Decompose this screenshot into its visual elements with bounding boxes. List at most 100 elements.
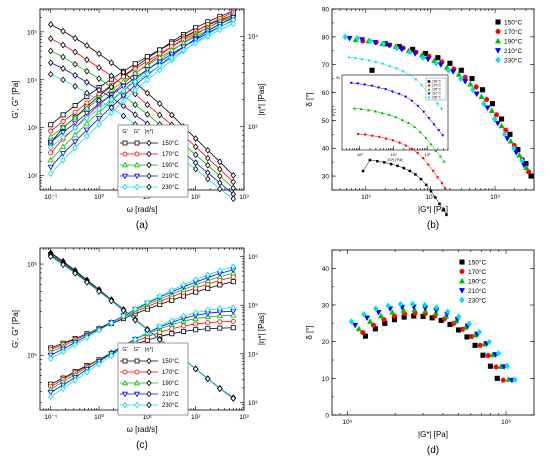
legend-marker [122,379,128,386]
legend-marker [494,48,502,54]
data-point [485,353,491,359]
data-point-Gp [48,355,54,362]
data-point [367,318,374,324]
x-axis-tick-label: 10⁰ [94,193,104,201]
data-point-Gp [72,144,78,152]
x-axis-tick-label: 10² [191,194,201,201]
inset-data-point [410,99,414,103]
inset-data-point [353,56,357,60]
x-axis-label: |G*| [Pa] [418,205,448,214]
panel-label: (c) [136,440,148,451]
data-point-Gpp [144,67,151,74]
data-point-eta [205,169,211,177]
legend-marker [134,151,140,157]
series-line-Gpp [50,16,234,132]
data-point-Gp [47,164,54,171]
data-point-Gp [205,271,211,279]
data-point [516,151,523,158]
data-point-Gpp [193,321,199,327]
legend-header: G'' [134,129,140,135]
legend-marker [459,268,465,275]
inset-data-point [419,177,423,181]
data-point-Gp [230,274,236,280]
data-point [425,56,432,63]
data-point [512,376,518,384]
data-point [354,34,361,42]
legend-marker [495,28,501,35]
inset-data-point [442,159,446,163]
data-point-Gpp [59,123,67,130]
data-point [433,304,440,311]
inset-data-point [401,69,405,74]
x-axis-tick-label: 10⁴ [425,194,435,201]
data-point-eta [120,102,127,110]
data-point [412,51,419,57]
data-point [435,55,441,61]
data-point [478,93,485,100]
data-point [409,300,416,308]
data-point-eta [205,175,211,183]
data-point-eta [96,86,102,94]
y-axis-label: δ [°] [305,92,314,106]
y-axis-tick-label: 10⁴ [27,77,37,84]
inset-series-line [354,108,445,162]
data-point-Gpp [48,122,54,128]
inset-data-point [436,101,439,106]
data-point-eta [132,316,138,324]
data-point [494,375,500,381]
inset-y-tick-label: 90 [336,76,340,80]
data-point [493,364,499,370]
data-point-Gp [72,131,79,138]
data-point-Gpp [132,61,138,67]
inset-data-point [442,208,446,211]
data-point-Gp [84,334,90,341]
data-point-eta [84,89,90,97]
data-point [437,62,444,68]
data-point [458,67,464,73]
series-line-Gpp [50,18,234,138]
x-axis-tick-label: 10⁵ [490,194,500,201]
data-point-Gpp [156,322,163,330]
data-point-Gp [47,156,54,163]
data-point-eta [192,165,199,173]
data-point-Gpp [60,385,66,392]
y2-axis-tick-label: 10⁴ [248,351,258,358]
data-point [488,107,495,113]
data-point-Gpp [96,360,102,368]
data-point-Gpp [60,112,66,118]
inset-data-point [406,121,411,125]
inset-x-axis-tick-label: 10⁵ [425,152,431,157]
data-point-Gp [83,127,90,134]
legend: G' G'' |η*| 150°C 170°C 190°C 210°C 230°C [117,342,189,416]
plot-frame [331,8,535,191]
inset-data-point [424,183,428,187]
data-point-eta [60,41,66,49]
data-point-eta [48,253,54,260]
series-line-eta [50,38,234,183]
legend-label: 150°C [162,359,179,365]
inset-data-point [370,84,374,88]
data-point-Gp [132,87,138,94]
data-point-Gpp [168,51,175,58]
data-point-Gp [120,93,127,100]
inset-data-point [422,110,426,114]
data-point-eta [169,111,175,119]
data-point [375,310,382,316]
data-point-eta [205,161,211,169]
series-230 [48,253,236,402]
data-point [501,130,508,138]
inset-data-point [387,113,391,116]
y2-axis-tick-label: 10⁴ [248,34,258,41]
x-axis-tick-label: 10¹ [143,414,153,421]
inset-data-point [378,135,381,139]
data-point-Gp [96,121,102,128]
inset-data-point [432,123,436,127]
data-point-Gpp [230,311,237,318]
inset-legend-marker [427,87,431,91]
inset-data-point [436,175,439,179]
legend-marker [122,161,128,168]
inset-data-point [368,158,372,162]
data-point [421,301,428,309]
series-170 [360,310,506,383]
inset-data-point [371,134,374,137]
